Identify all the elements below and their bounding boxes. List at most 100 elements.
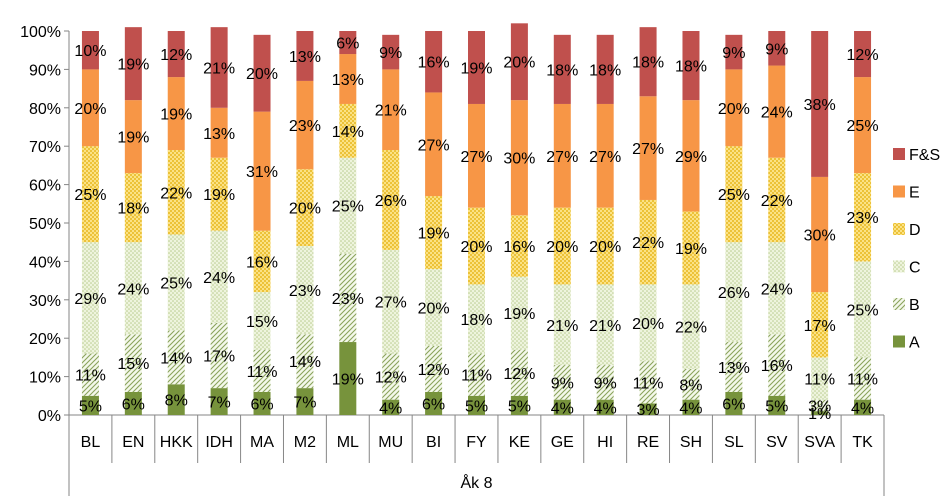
data-label: 9% bbox=[379, 45, 402, 62]
bar-segment-fands bbox=[253, 34, 271, 112]
data-label: 15% bbox=[246, 314, 278, 331]
bar-segment-d bbox=[296, 169, 314, 247]
bar-segment-e bbox=[81, 69, 99, 147]
x-tick-label: BL bbox=[81, 434, 101, 451]
data-label: 17% bbox=[203, 348, 235, 365]
bar-segment-fands bbox=[768, 31, 786, 66]
data-label: 23% bbox=[332, 291, 364, 308]
bar-segment-e bbox=[510, 100, 528, 216]
bar-segment-a bbox=[468, 395, 485, 415]
data-label: 25% bbox=[160, 276, 192, 293]
bar-segment-e bbox=[854, 77, 872, 174]
data-label: 4% bbox=[551, 400, 574, 417]
bar-segment-fands bbox=[854, 31, 872, 78]
legend-swatch bbox=[893, 260, 905, 273]
x-tick-label: SL bbox=[724, 434, 744, 451]
data-label: 6% bbox=[422, 396, 445, 413]
data-label: 25% bbox=[847, 118, 879, 135]
data-label: 7% bbox=[208, 395, 231, 412]
bar-segment-b bbox=[768, 334, 786, 396]
data-label: 18% bbox=[675, 59, 707, 76]
bar-segment-e bbox=[468, 103, 485, 208]
data-label: 9% bbox=[722, 45, 745, 62]
bar-segment-d bbox=[811, 292, 829, 358]
bar-segment-c bbox=[339, 157, 357, 254]
bar-segment-e bbox=[382, 69, 400, 151]
x-tick-label: FY bbox=[466, 434, 487, 451]
data-label: 11% bbox=[633, 375, 664, 392]
bar-segment-fands bbox=[425, 31, 443, 93]
data-label: 18% bbox=[589, 62, 621, 79]
bar-segment-b bbox=[81, 353, 99, 396]
data-label: 12% bbox=[375, 370, 407, 387]
data-label: 26% bbox=[718, 285, 750, 302]
bar-segment-e bbox=[553, 103, 571, 208]
data-label: 12% bbox=[160, 47, 192, 64]
bar-segment-e bbox=[811, 176, 829, 293]
data-label: 24% bbox=[761, 281, 793, 298]
bar-segment-c bbox=[725, 242, 743, 343]
bar-segment-c bbox=[167, 234, 185, 331]
legend-swatch bbox=[893, 298, 905, 310]
data-label: 3% bbox=[637, 402, 660, 419]
bar-segment-fands bbox=[639, 27, 657, 97]
bar-segment-fands bbox=[725, 34, 743, 70]
bar-segment-a bbox=[811, 411, 829, 415]
bar-segment-e bbox=[596, 103, 614, 208]
y-tick-label: 80% bbox=[29, 101, 61, 118]
data-label: 5% bbox=[508, 398, 531, 415]
data-label: 25% bbox=[74, 187, 106, 204]
data-label: 13% bbox=[718, 360, 750, 377]
data-label: 27% bbox=[418, 137, 450, 154]
data-label: 4% bbox=[679, 400, 702, 417]
data-label: 8% bbox=[165, 393, 188, 410]
y-tick-label: 50% bbox=[29, 216, 61, 233]
bar-segment-a bbox=[81, 395, 99, 415]
x-tick-label: KE bbox=[509, 434, 530, 451]
bar-segment-fands bbox=[811, 31, 829, 177]
y-axis: 0% 10% 20% 30% 40% 50% 60% 70% 80% 90% 100% bbox=[20, 24, 69, 425]
data-label: 16% bbox=[503, 239, 535, 256]
data-label: 20% bbox=[74, 101, 106, 118]
data-label: 4% bbox=[379, 400, 402, 417]
data-label: 20% bbox=[546, 239, 578, 256]
bar-segment-b bbox=[425, 345, 443, 392]
bar-segment-c bbox=[296, 246, 314, 335]
bar-segment-d bbox=[81, 146, 99, 243]
data-label: 24% bbox=[203, 270, 235, 287]
data-label: 29% bbox=[675, 149, 707, 166]
bar-segment-d bbox=[768, 157, 786, 243]
legend-label: A bbox=[909, 335, 920, 352]
y-tick-label: 10% bbox=[29, 370, 61, 387]
data-label: 25% bbox=[847, 302, 879, 319]
bar-segment-d bbox=[596, 207, 614, 285]
data-label: 5% bbox=[465, 398, 488, 415]
legend-label: C bbox=[909, 260, 921, 277]
data-label: 21% bbox=[375, 103, 407, 120]
data-label: 18% bbox=[546, 62, 578, 79]
bar-segment-c bbox=[210, 230, 228, 323]
bar-segment-d bbox=[425, 196, 443, 270]
data-label: 20% bbox=[460, 239, 492, 256]
data-label: 38% bbox=[804, 97, 836, 114]
x-tick-label: SH bbox=[680, 434, 702, 451]
bar-segment-c bbox=[382, 249, 400, 354]
legend-swatch bbox=[893, 185, 905, 198]
bar-segment-b bbox=[253, 349, 271, 392]
bar-segment-b bbox=[639, 361, 657, 404]
bar-segment-a bbox=[339, 342, 357, 415]
bar-segment-fands bbox=[339, 31, 357, 55]
data-label: 22% bbox=[632, 235, 664, 252]
bar-segment-c bbox=[854, 261, 872, 358]
data-label: 18% bbox=[117, 201, 149, 218]
x-axis: BL EN HKK IDH MA M2 ML MU BI FY KE GE HI RE SH SL SV SVA T… bbox=[68, 415, 885, 496]
bar-segment-a bbox=[253, 391, 271, 415]
data-label: 19% bbox=[117, 57, 149, 74]
data-label: 14% bbox=[289, 354, 321, 371]
bar-segment-c bbox=[124, 242, 142, 335]
data-label: 20% bbox=[418, 300, 450, 317]
bar-segment-e bbox=[682, 100, 700, 212]
bar-segment-c bbox=[682, 284, 700, 369]
legend-label: D bbox=[909, 222, 921, 239]
bar-segment-b bbox=[725, 342, 743, 392]
